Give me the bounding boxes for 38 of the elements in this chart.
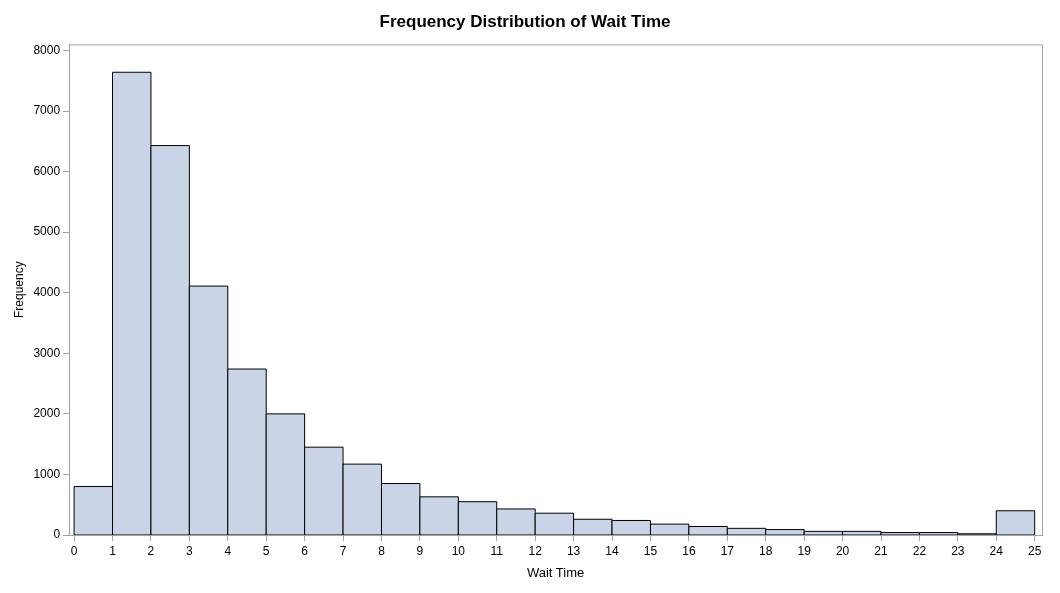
x-tick-label: 14 xyxy=(605,543,620,558)
x-tick-label: 20 xyxy=(835,543,850,558)
x-tick-label: 10 xyxy=(451,543,466,558)
x-tick-label: 17 xyxy=(720,543,735,558)
chart-title: Frequency Distribution of Wait Time xyxy=(379,11,671,31)
x-tick-label: 7 xyxy=(339,543,347,558)
x-tick-label: 22 xyxy=(912,543,927,558)
x-tick-label: 21 xyxy=(874,543,888,558)
x-tick-label: 11 xyxy=(490,543,504,558)
x-tick-label: 23 xyxy=(951,543,965,558)
y-tick-label: 3000 xyxy=(33,345,61,360)
y-axis-title: Frequency xyxy=(11,261,26,319)
y-tick-label: 4000 xyxy=(33,285,61,300)
x-tick-label: 12 xyxy=(528,543,543,558)
x-tick-label: 5 xyxy=(262,543,270,558)
x-tick-label: 19 xyxy=(797,543,812,558)
x-tick-label: 15 xyxy=(643,543,658,558)
y-tick-label: 5000 xyxy=(33,224,61,239)
y-tick-label: 6000 xyxy=(33,163,61,178)
x-tick-label: 8 xyxy=(378,543,386,558)
x-tick-label: 6 xyxy=(301,543,309,558)
x-tick-label: 9 xyxy=(416,543,424,558)
x-tick-label: 4 xyxy=(224,543,232,558)
x-tick-label: 16 xyxy=(682,543,696,558)
x-tick-label: 18 xyxy=(759,543,773,558)
x-tick-label: 0 xyxy=(70,543,78,558)
x-tick-label: 24 xyxy=(989,543,1004,558)
y-tick-label: 1000 xyxy=(33,466,61,481)
y-tick-label: 8000 xyxy=(33,42,61,57)
x-tick-label: 2 xyxy=(147,543,155,558)
y-tick-label: 0 xyxy=(53,527,61,542)
y-tick-label: 2000 xyxy=(33,406,61,421)
x-tick-label: 3 xyxy=(186,543,194,558)
y-tick-label: 7000 xyxy=(33,103,61,118)
x-tick-label: 1 xyxy=(109,543,117,558)
x-axis-title: Wait Time xyxy=(526,564,585,580)
x-tick-label: 13 xyxy=(566,543,581,558)
x-tick-label: 25 xyxy=(1028,543,1042,558)
